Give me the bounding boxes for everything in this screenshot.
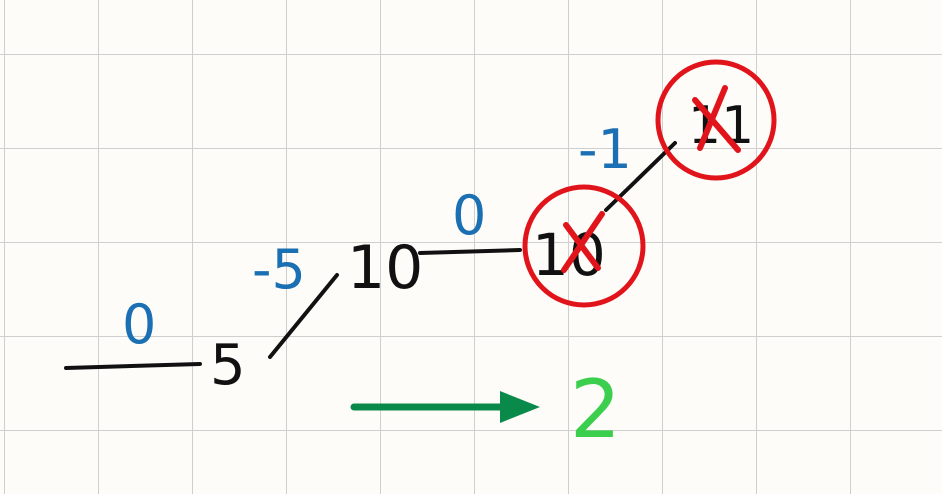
edge-label-2: 0 xyxy=(452,184,486,247)
cross-mark-10b xyxy=(561,211,605,273)
result-value: 2 xyxy=(570,363,621,456)
cross-mark-11 xyxy=(692,85,741,153)
red-circle-11 xyxy=(655,59,777,181)
node-label-10a: 10 xyxy=(347,233,423,303)
node-label-5: 5 xyxy=(210,333,246,398)
arrow-right-icon xyxy=(350,391,540,423)
edge-line-2 xyxy=(418,248,522,255)
edge-label-0: 0 xyxy=(122,293,156,356)
red-circle-10b xyxy=(522,184,646,308)
edge-label-1: -5 xyxy=(252,238,306,301)
edge-label-3: -1 xyxy=(578,118,632,181)
edge-line-0 xyxy=(64,362,202,370)
edge-line-1 xyxy=(268,273,339,359)
